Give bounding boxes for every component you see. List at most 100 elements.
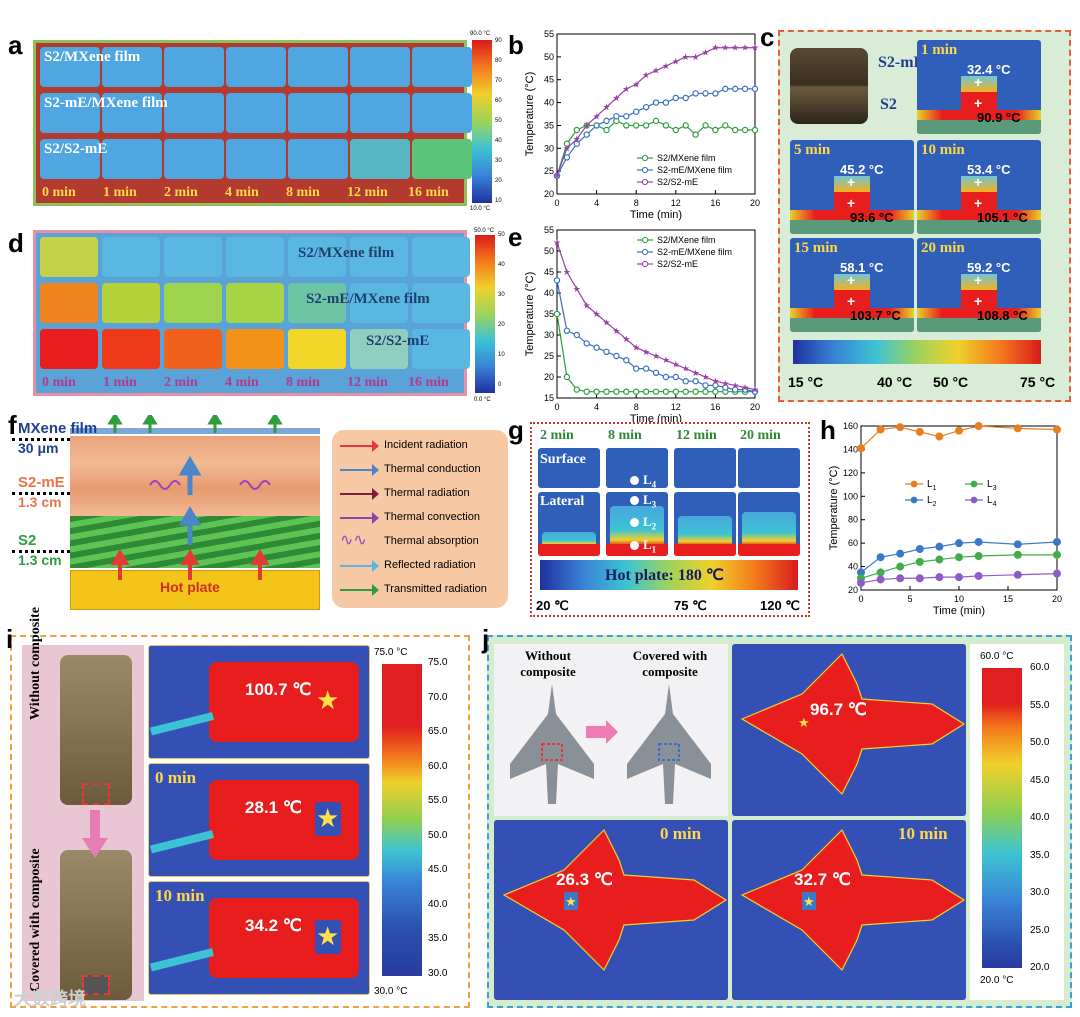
scale-tick: 20	[495, 178, 502, 184]
point-label: L2	[643, 514, 657, 532]
time-label: 1 min	[103, 185, 137, 200]
data-point	[974, 421, 983, 431]
a-scale-max: 90.0 °C	[470, 31, 491, 37]
arrow-head-icon	[372, 560, 379, 572]
thermal-tile	[226, 283, 284, 323]
data-point: ★	[692, 368, 700, 378]
hot-plate-band	[917, 110, 1041, 120]
data-point	[1053, 550, 1062, 559]
data-point	[662, 122, 670, 129]
top-temp: 32.4 °C	[967, 62, 1011, 77]
data-point	[1013, 550, 1022, 559]
data-point: ★	[711, 43, 719, 53]
panel-g-colorbar	[540, 560, 798, 590]
legend-marker	[641, 248, 649, 256]
x-tick-label: 16	[710, 402, 720, 412]
arrow-icon	[340, 565, 374, 567]
legend-row: Incident radiation	[340, 438, 510, 456]
data-point	[642, 122, 650, 129]
point-sub: 1	[651, 544, 657, 555]
panel-d-colorbar	[475, 235, 495, 393]
data-point: ★	[593, 111, 601, 121]
scale-tick: 40.0	[1030, 812, 1050, 823]
time-label: 10 min	[898, 824, 948, 843]
thermal-tile	[412, 139, 472, 179]
data-point	[662, 388, 670, 395]
data-point	[692, 90, 699, 97]
scale-label: 40 °C	[877, 374, 913, 390]
crosshair-icon: +	[847, 195, 856, 211]
arrow-head-icon	[372, 584, 379, 596]
panel-h-label: h	[820, 415, 836, 445]
x-tick-label: 20	[1052, 594, 1062, 604]
scale-tick: 50.0	[1030, 737, 1050, 748]
star-icon: ★	[316, 921, 340, 951]
time-label: 0 min	[660, 824, 702, 843]
legend-row: Thermal conduction	[340, 462, 510, 480]
data-point	[632, 108, 640, 115]
crosshair-icon: +	[974, 95, 983, 111]
crosshair-icon: +	[974, 174, 983, 190]
data-point	[672, 126, 679, 134]
data-point: ★	[573, 284, 581, 294]
data-point	[573, 331, 581, 339]
star-icon: ★	[316, 803, 340, 833]
covered-patch	[315, 802, 341, 836]
data-point	[935, 555, 944, 564]
x-tick-label: 4	[594, 198, 599, 208]
arrow-head-icon	[372, 440, 379, 452]
data-point	[1053, 425, 1062, 434]
flux-arrows	[107, 415, 283, 580]
hot-block	[834, 192, 870, 214]
time-label: 4 min	[225, 185, 259, 200]
thermal-tile	[40, 329, 98, 369]
thermal-tile	[288, 139, 348, 179]
i-scale-max: 75.0 °C	[374, 647, 408, 658]
heat-front	[742, 512, 796, 546]
scale-tick: 60.0	[1030, 662, 1050, 673]
scale-tick: 40.0	[428, 898, 448, 910]
data-point	[623, 122, 630, 129]
panel-c-colorbar	[793, 340, 1041, 364]
x-tick-label: 20	[750, 402, 760, 412]
jet-shape	[502, 828, 728, 972]
wave-icon: ∿∿	[340, 532, 367, 549]
thermal-tile	[164, 237, 222, 277]
data-point	[915, 427, 924, 436]
data-point: ★	[632, 343, 640, 353]
data-point	[712, 388, 719, 395]
data-point	[1013, 424, 1022, 433]
thermal-tile	[412, 93, 472, 133]
tank-mark-bottom	[82, 975, 110, 995]
data-point	[1013, 570, 1022, 579]
data-point	[974, 571, 983, 580]
data-point	[722, 122, 729, 129]
data-point	[856, 444, 865, 453]
point-label: L1	[643, 537, 657, 555]
data-point	[652, 369, 660, 376]
sample-photo	[790, 48, 868, 124]
time-label: 8 min	[286, 185, 320, 200]
time-label: 12 min	[347, 375, 388, 390]
data-point: ★	[692, 52, 700, 62]
thermal-tile	[350, 237, 408, 277]
point-marker-icon	[630, 476, 639, 485]
y-tick-label: 20	[544, 189, 554, 199]
point-sub: 4	[651, 479, 657, 490]
data-point	[583, 131, 590, 138]
temp-readout: 26.3 ℃	[556, 870, 613, 889]
covered-patch	[802, 892, 816, 910]
row-label: S2-mE/MXene film	[44, 95, 168, 111]
scale-tick: 30	[495, 158, 502, 164]
data-point	[974, 552, 983, 561]
data-point	[563, 140, 571, 147]
scale-tick: 0	[498, 382, 502, 388]
x-tick-label: 4	[594, 402, 599, 412]
data-point: ★	[662, 355, 670, 365]
chart-e: 0 4 8 12 16 20 15 20 25 30 35 40 45 50 55 Time (min) Tem…	[524, 225, 760, 422]
x-tick-label: 15	[1003, 594, 1013, 604]
arrow-icon	[340, 589, 374, 591]
side-top: Without composite	[28, 607, 43, 720]
scale-tick: 70	[495, 78, 502, 84]
scale-tick: 40	[498, 262, 505, 268]
